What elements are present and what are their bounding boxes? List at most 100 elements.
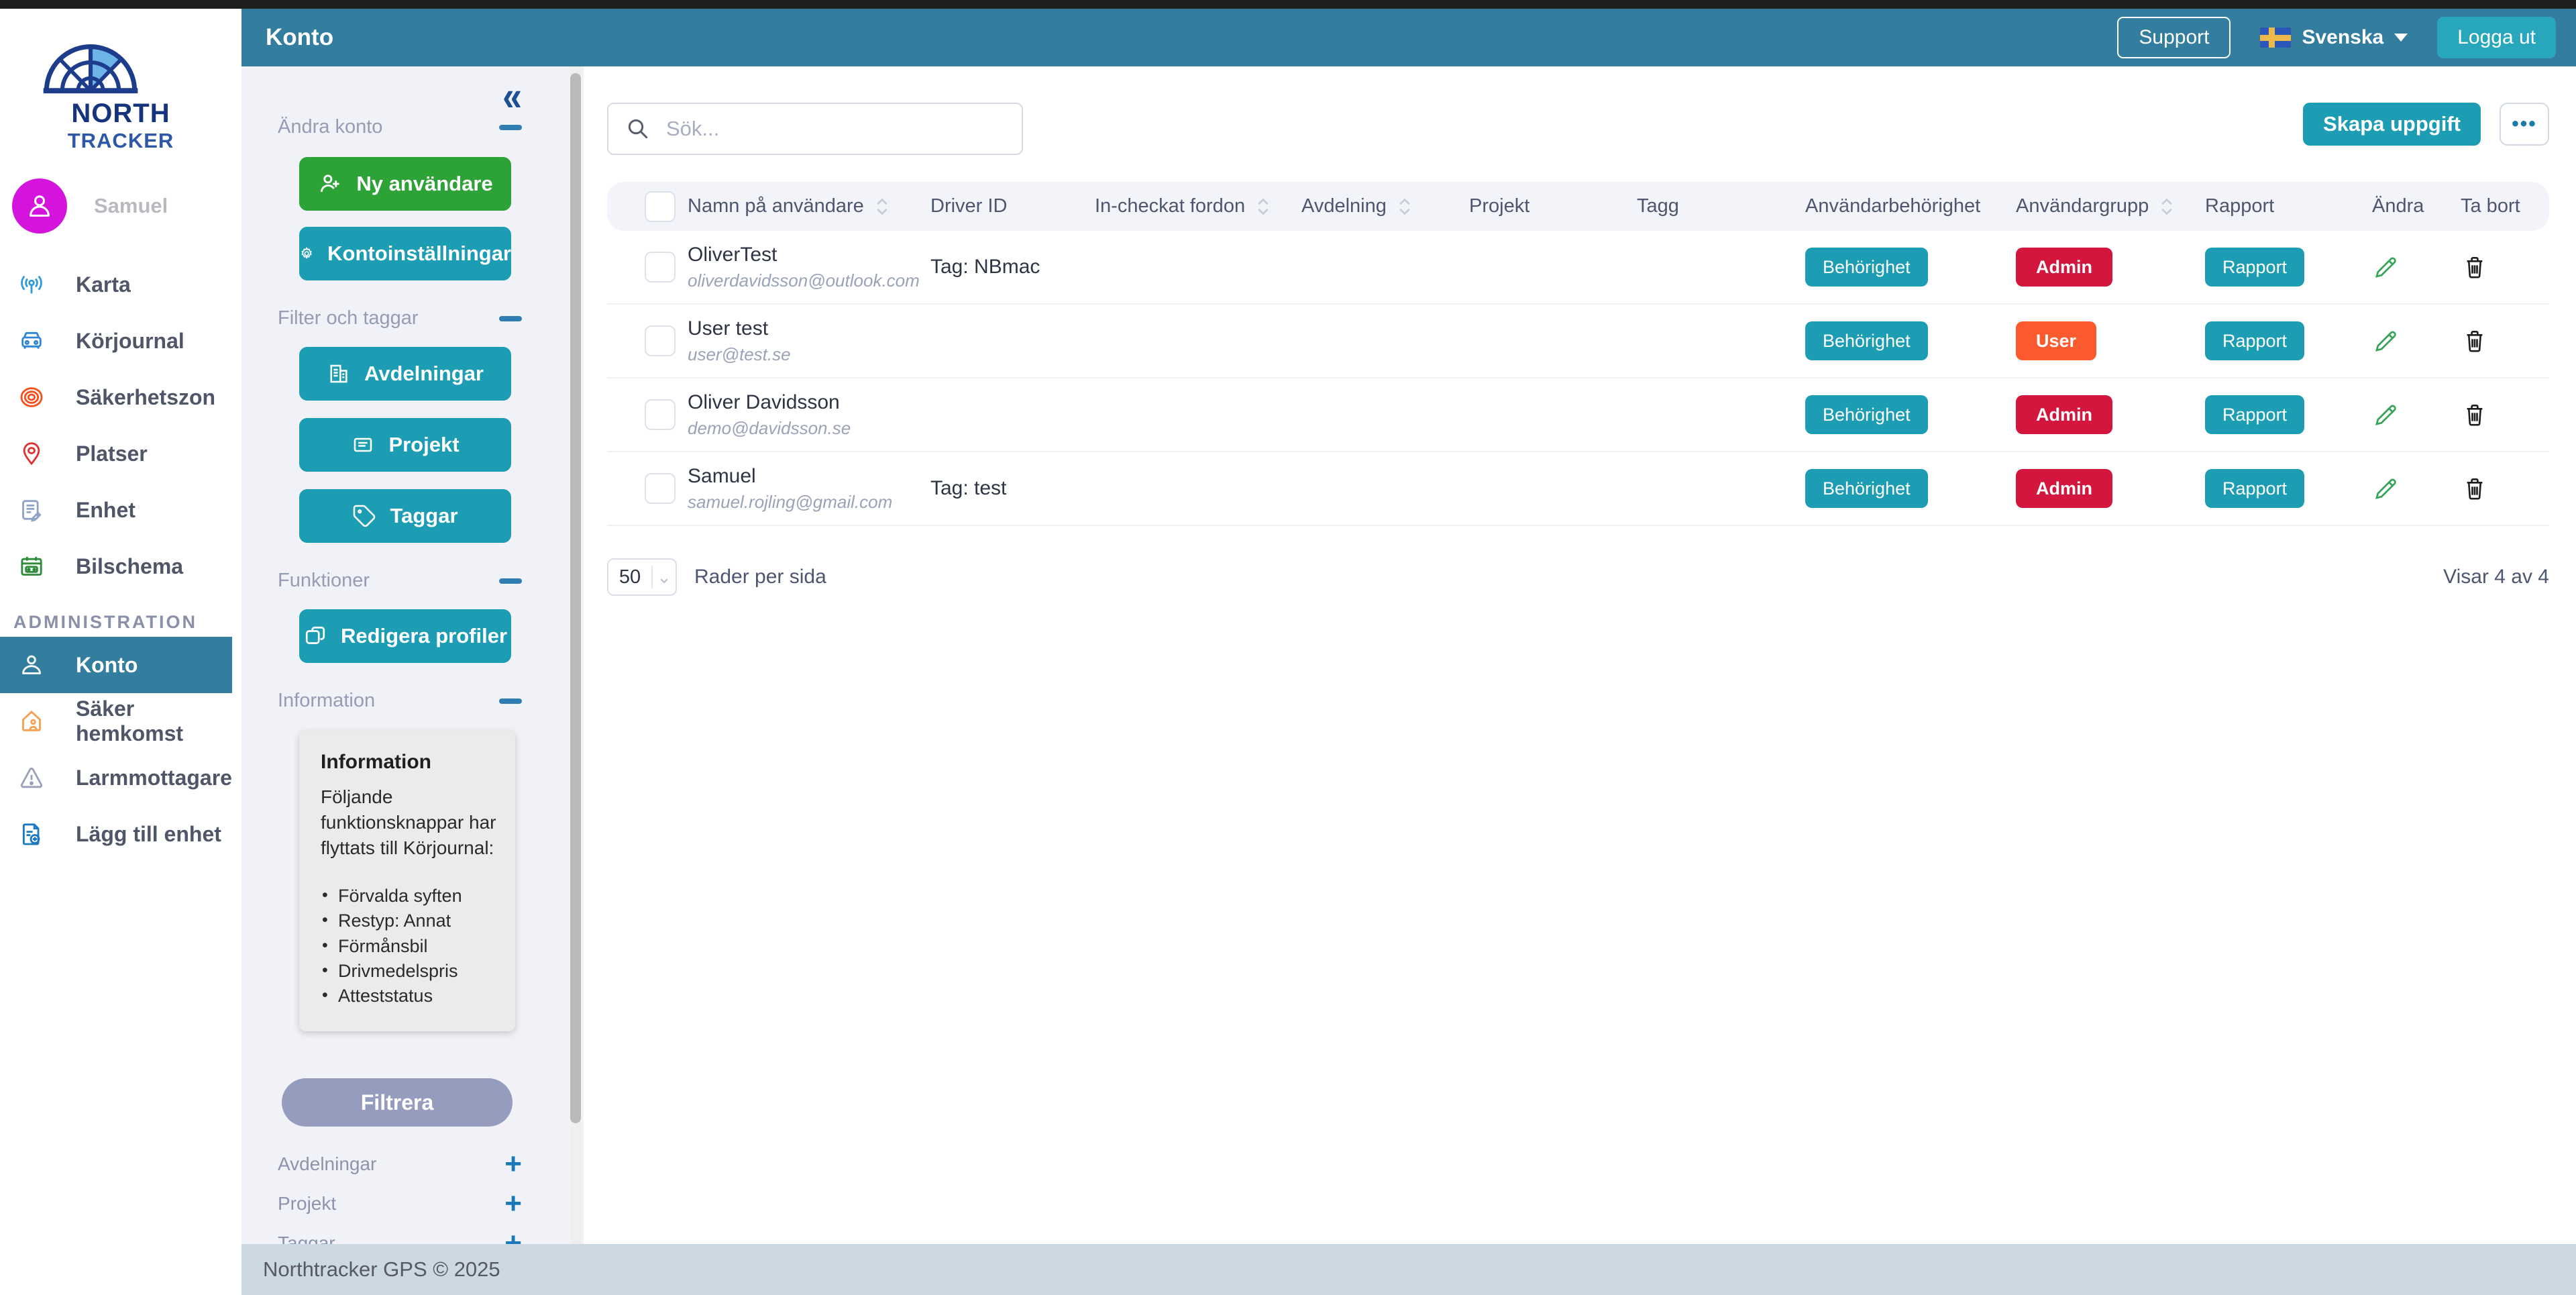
plus-icon: + [504,1226,522,1244]
account-settings-button[interactable]: Kontoinställningar [299,227,511,280]
delete-button[interactable] [2461,253,2489,281]
create-task-button[interactable]: Skapa uppgift [2303,103,2481,146]
table-row: Oliver Davidsson demo@davidsson.se Behör… [607,378,2549,452]
select-all-checkbox[interactable] [645,191,676,222]
swedish-flag-icon [2260,28,2292,48]
filter-button[interactable]: Filtrera [282,1078,513,1127]
permission-button[interactable]: Behörighet [1805,321,1928,360]
sidebar-item-karta[interactable]: Karta [0,256,241,313]
panel-scrollbar-thumb[interactable] [570,73,581,1123]
more-options-button[interactable]: ••• [2500,103,2549,146]
expander-taggar[interactable]: Taggar + [278,1223,522,1244]
pencil-icon [2375,331,2396,352]
sidebar-item-label: Larmmottagare [76,765,232,790]
user-name-cell: User test [688,317,769,340]
trash-icon [2467,257,2483,278]
search-input[interactable] [666,117,1006,141]
sidebar-item-saker-hemkomst[interactable]: Säker hemkomst [0,693,241,749]
new-user-button[interactable]: Ny användare [299,157,511,211]
column-incheckat-fordon[interactable]: In-checkat fordon [1095,195,1301,219]
edit-button[interactable] [2372,253,2400,281]
section-andra-konto: Ändra konto [278,116,522,138]
plus-icon: + [504,1147,522,1180]
info-box-item: Atteststatus [321,984,498,1008]
tags-button[interactable]: Taggar [299,489,511,543]
user-name-cell: Samuel [688,464,756,487]
edit-profiles-button[interactable]: Redigera profiler [299,609,511,663]
row-checkbox[interactable] [645,252,676,282]
user-group-badge: User [2016,321,2097,360]
sort-icon [1254,195,1272,219]
column-namn-pa-anvandare[interactable]: Namn på användare [688,195,930,219]
collapse-panel-icon[interactable]: « [502,73,522,120]
gear-icon [301,247,312,259]
departments-button[interactable]: Avdelningar [299,347,511,401]
delete-button[interactable] [2461,401,2489,429]
user-profile[interactable]: Samuel [12,178,241,234]
sidebar-item-platser[interactable]: Platser [0,425,241,482]
row-checkbox[interactable] [645,325,676,356]
table-row: User test user@test.se Behörighet User R… [607,305,2549,378]
delete-button[interactable] [2461,327,2489,355]
expander-projekt[interactable]: Projekt + [278,1186,522,1220]
signal-icon [18,271,45,298]
project-card-icon [354,437,372,452]
sidebar-item-sakerhetszon[interactable]: Säkerhetszon [0,369,241,425]
chevron-down-icon: ⌄ [657,566,672,587]
collapse-section-icon[interactable] [499,124,522,130]
row-checkbox[interactable] [645,473,676,504]
table-header: Namn på användare Driver ID In-checkat f… [607,182,2549,231]
permission-button[interactable]: Behörighet [1805,248,1928,287]
results-summary: Visar 4 av 4 [2443,566,2549,588]
column-rapport: Rapport [2205,195,2275,217]
pencil-icon [2375,257,2396,278]
sort-icon [2158,195,2176,219]
sidebar-item-label: Körjournal [76,328,184,353]
support-button[interactable]: Support [2117,17,2231,58]
projects-button[interactable]: Projekt [299,418,511,472]
logout-button[interactable]: Logga ut [2437,17,2556,58]
search-box [607,103,1023,155]
permission-button[interactable]: Behörighet [1805,395,1928,434]
sidebar: NORTH TRACKER Samuel Karta [0,9,241,1295]
sidebar-item-bilschema[interactable]: Bilschema [0,538,241,594]
sidebar-item-larmmottagare[interactable]: Larmmottagare [0,749,241,806]
rows-per-page-label: Rader per sida [694,566,826,588]
edit-button[interactable] [2372,401,2400,429]
collapse-section-icon[interactable] [499,698,522,704]
user-email-cell: oliverdavidsson@outlook.com [688,270,920,291]
page-size-select[interactable]: 50 ⌄ [607,558,677,596]
info-box-item: Restyp: Annat [321,909,498,933]
collapse-section-icon[interactable] [499,578,522,584]
column-ta-bort: Ta bort [2461,195,2520,217]
sidebar-item-konto[interactable]: Konto [0,637,232,693]
safe-home-icon [18,708,45,735]
report-button[interactable]: Rapport [2205,248,2305,287]
trash-icon [2467,478,2483,500]
edit-button[interactable] [2372,474,2400,503]
language-label: Svenska [2302,26,2384,48]
report-button[interactable]: Rapport [2205,321,2305,360]
report-button[interactable]: Rapport [2205,395,2305,434]
language-selector[interactable]: Svenska [2260,26,2408,49]
device-note-icon [18,497,45,523]
sidebar-item-enhet[interactable]: Enhet [0,482,241,538]
expander-avdelningar[interactable]: Avdelningar + [278,1147,522,1180]
sidebar-item-korjournal[interactable]: Körjournal [0,313,241,369]
info-box: Information Följande funktionsknappar ha… [299,731,515,1032]
column-avdelning[interactable]: Avdelning [1301,195,1469,219]
collapse-section-icon[interactable] [499,315,522,321]
geofence-icon [18,384,45,411]
delete-button[interactable] [2461,474,2489,503]
main-content: Skapa uppgift ••• Namn på användare Driv… [584,66,2576,1244]
edit-button[interactable] [2372,327,2400,355]
report-button[interactable]: Rapport [2205,469,2305,508]
sidebar-section-administration: ADMINISTRATION [13,612,197,632]
row-checkbox[interactable] [645,399,676,430]
column-anvandargrupp[interactable]: Användargrupp [2016,195,2205,219]
app-logo: NORTH TRACKER [40,28,201,153]
column-driver-id: Driver ID [930,195,1008,217]
permission-button[interactable]: Behörighet [1805,469,1928,508]
sidebar-item-lagg-till-enhet[interactable]: Lägg till enhet [0,806,241,862]
panel-scrollbar [570,66,581,1244]
